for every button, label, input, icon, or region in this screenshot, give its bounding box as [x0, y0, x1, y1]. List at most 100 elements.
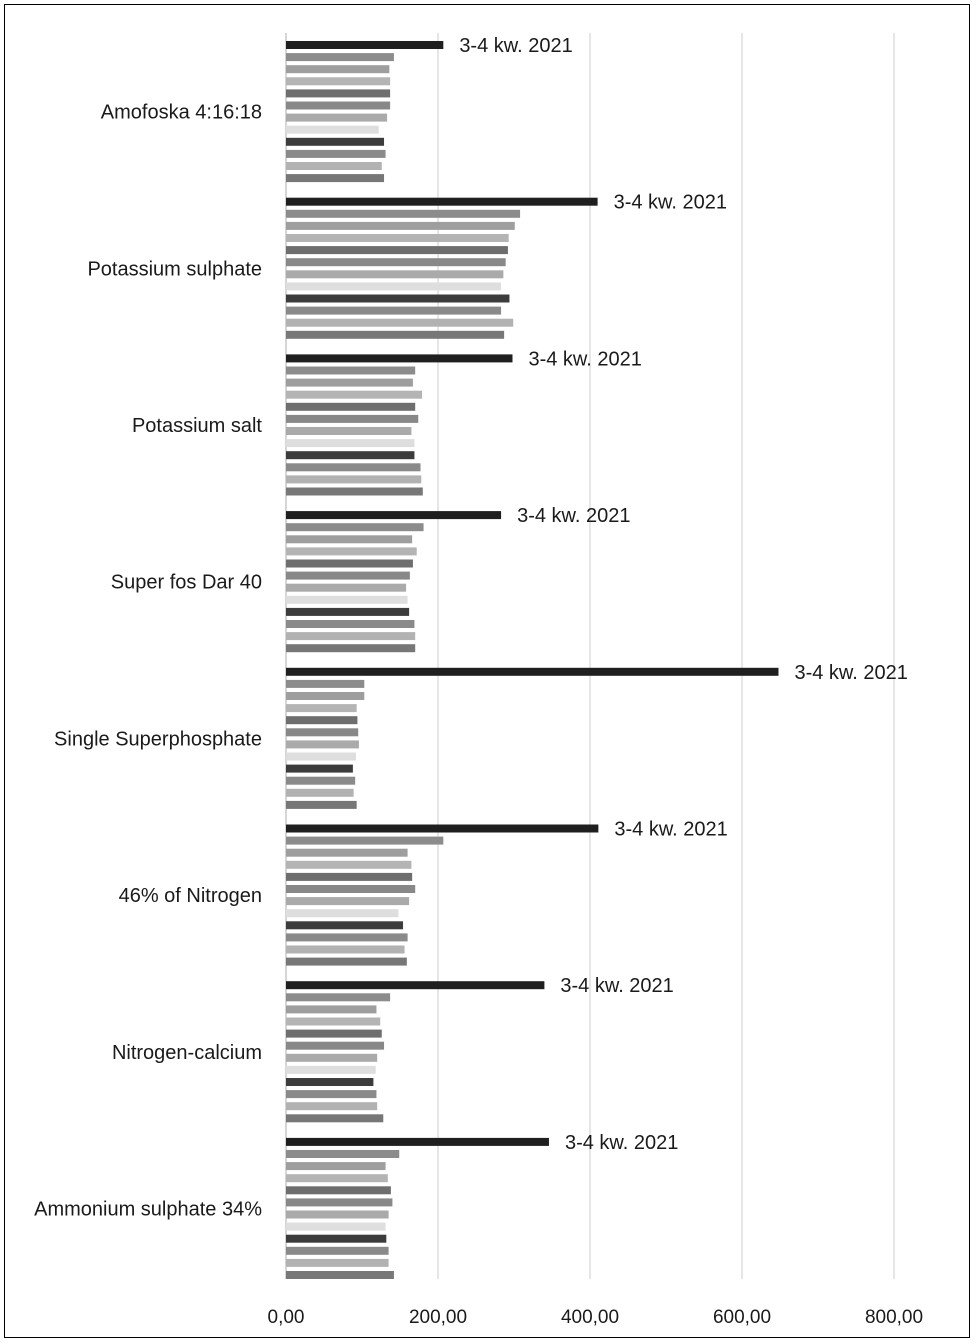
- category-label: 46% of Nitrogen: [119, 885, 262, 907]
- bar: [286, 728, 359, 737]
- bar: [286, 632, 416, 641]
- bar: [286, 667, 779, 676]
- bar: [286, 1222, 386, 1231]
- data-label: 3-4 kw. 2021: [614, 192, 727, 214]
- category-label: Potassium sulphate: [87, 258, 262, 280]
- x-tick-label: 200,00: [409, 1307, 467, 1328]
- bar: [286, 547, 417, 556]
- bar: [286, 872, 413, 881]
- bar: [286, 957, 407, 966]
- bar: [286, 679, 365, 688]
- data-label: 3-4 kw. 2021: [528, 348, 641, 370]
- bar: [286, 270, 504, 279]
- category-label: Potassium salt: [132, 415, 262, 437]
- bar: [286, 162, 382, 170]
- data-label: 3-4 kw. 2021: [459, 35, 572, 57]
- bar: [286, 1065, 376, 1074]
- bar: [286, 427, 412, 435]
- bar: [286, 282, 502, 291]
- bar: [286, 885, 416, 893]
- bar: [286, 1053, 378, 1062]
- bar: [286, 221, 515, 230]
- bar: [286, 933, 408, 942]
- bar: [286, 1114, 384, 1123]
- bar: [286, 125, 379, 134]
- bar: [286, 318, 514, 327]
- bar: [286, 1234, 387, 1243]
- category-label: Amofoska 4:16:18: [101, 102, 262, 124]
- bar: [286, 246, 508, 255]
- bar: [286, 77, 391, 86]
- bar: [286, 53, 394, 62]
- bar: [286, 559, 413, 568]
- bar: [286, 583, 407, 592]
- bar: [286, 692, 365, 700]
- bar: [286, 137, 385, 146]
- bar: [286, 945, 405, 954]
- data-label: 3-4 kw. 2021: [794, 662, 907, 684]
- bar: [286, 776, 356, 785]
- bar: [286, 1102, 378, 1111]
- bar: [286, 800, 357, 809]
- bar: [286, 1198, 393, 1207]
- bar: [286, 571, 410, 580]
- x-tick-label: 600,00: [713, 1307, 771, 1328]
- bar: [286, 294, 510, 303]
- bar: [286, 993, 391, 1002]
- bar: [286, 595, 408, 604]
- bar: [286, 752, 356, 761]
- bar: [286, 824, 599, 833]
- bar: [286, 620, 415, 628]
- bar: [286, 65, 390, 74]
- bar: [286, 101, 391, 110]
- bar: [286, 836, 444, 845]
- bar: [286, 1041, 385, 1050]
- bar: [286, 909, 399, 918]
- bar: [286, 439, 415, 448]
- x-tick-label: 800,00: [865, 1307, 923, 1328]
- data-label: 3-4 kw. 2021: [517, 505, 630, 527]
- bar: [286, 1271, 394, 1279]
- bar: [286, 704, 357, 713]
- data-label: 3-4 kw. 2021: [614, 819, 727, 841]
- bar: [286, 209, 521, 218]
- bar: [286, 378, 413, 387]
- bar: [286, 607, 410, 616]
- bar: [286, 897, 410, 906]
- x-tick-label: 400,00: [561, 1307, 619, 1328]
- chart-frame: 3-4 kw. 2021 Amofoska 4:16:18 3-4 kw. 2021…: [4, 4, 970, 1338]
- category-label: Super fos Dar 40: [111, 572, 262, 594]
- bar: [286, 113, 388, 122]
- bar: [286, 1005, 377, 1014]
- bar: [286, 463, 421, 472]
- bar: [286, 1162, 386, 1171]
- bar: [286, 1137, 549, 1146]
- bar: [286, 306, 502, 315]
- bar: [286, 860, 412, 869]
- bar: [286, 149, 386, 158]
- bar: [286, 1090, 377, 1099]
- bar-chart: 3-4 kw. 2021 Amofoska 4:16:18 3-4 kw. 2021…: [34, 33, 923, 1328]
- bar: [286, 451, 415, 460]
- category-label: Ammonium sulphate 34%: [34, 1198, 262, 1220]
- bar: [286, 511, 502, 520]
- bar: [286, 1210, 389, 1219]
- bar: [286, 414, 419, 423]
- bar: [286, 764, 353, 773]
- bar: [286, 1174, 388, 1183]
- bar: [286, 89, 391, 98]
- bar: [286, 487, 423, 496]
- bar: [286, 354, 513, 363]
- data-label: 3-4 kw. 2021: [560, 975, 673, 997]
- bar: [286, 1246, 389, 1255]
- bar: [286, 234, 509, 242]
- bar: [286, 1029, 382, 1038]
- category-label: Nitrogen-calcium: [112, 1042, 262, 1064]
- bar: [286, 330, 505, 339]
- bar: [286, 1150, 400, 1158]
- bar: [286, 535, 413, 544]
- bar: [286, 1258, 389, 1267]
- bar: [286, 644, 416, 653]
- bar: [286, 740, 359, 749]
- bar: [286, 475, 422, 484]
